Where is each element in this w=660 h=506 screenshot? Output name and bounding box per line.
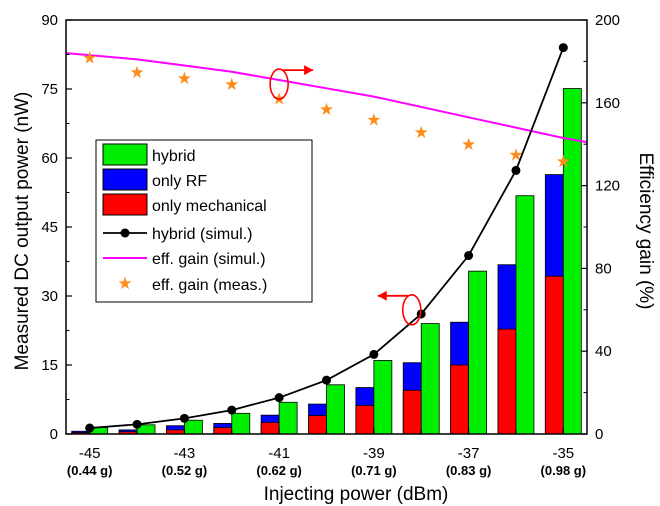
annotation-arrow-head: [377, 290, 387, 301]
point-hybrid-simul: [322, 375, 331, 385]
x-sub-label: (0.52 g): [162, 463, 208, 478]
legend-label-eff-meas: eff. gain (meas.): [152, 277, 267, 294]
point-hybrid-simul: [179, 413, 189, 423]
axis-ticks: 0 15 30 45 60 75 90 0 40 80 120 160 200 -45(0.44 g) -4…: [41, 12, 620, 478]
line-eff-gain-simul: [65, 52, 588, 144]
x-axis-title: Injecting power (dBm): [264, 484, 449, 505]
point-eff-gain-meas: ★: [129, 63, 144, 82]
bar-hybrid: [515, 195, 535, 435]
legend-swatch-only-rf: [102, 168, 148, 191]
bar-hybrid: [184, 419, 203, 435]
bar-only-mechanical: [402, 389, 422, 435]
bar-hybrid: [326, 384, 345, 435]
point-hybrid-simul: [511, 165, 521, 175]
bar-hybrid: [420, 323, 440, 435]
x-tick-label: -37: [458, 445, 480, 462]
y-tick-label: 60: [41, 150, 58, 167]
legend-marker-hybrid-simul: [120, 228, 130, 238]
bar-only-mechanical: [544, 275, 564, 435]
legend: hybrid only RF only mechanical hybrid (s…: [95, 139, 313, 303]
x-sub-label: (0.62 g): [256, 463, 302, 478]
bar-only-mechanical: [450, 364, 469, 435]
point-eff-gain-meas: ★: [82, 48, 97, 67]
bar-only-mechanical: [355, 405, 375, 435]
legend-label-hybrid: hybrid: [152, 148, 196, 165]
point-eff-gain-meas: ★: [224, 75, 239, 94]
y-tick-label: 0: [50, 426, 58, 443]
x-tick-label: -39: [363, 445, 385, 462]
point-eff-gain-meas: ★: [319, 100, 334, 119]
x-sub-label: (0.71 g): [351, 463, 397, 478]
point-eff-gain-meas: ★: [177, 69, 192, 88]
bar-hybrid: [231, 412, 251, 435]
x-sub-label: (0.83 g): [446, 463, 492, 478]
annotation-ellipse: [401, 293, 422, 326]
point-eff-gain-meas: ★: [414, 123, 429, 142]
y-tick-label: 90: [41, 12, 58, 29]
legend-label-only-mechanical: only mechanical: [152, 198, 267, 215]
y-tick-label: 15: [41, 357, 58, 374]
point-eff-gain-meas: ★: [461, 135, 476, 154]
bar-hybrid: [373, 359, 393, 435]
bar-only-mechanical: [260, 422, 280, 435]
y2-tick-label: 160: [595, 95, 620, 112]
point-eff-gain-meas: ★: [556, 152, 571, 171]
x-sub-label: (0.98 g): [541, 463, 587, 478]
y2-tick-label: 0: [595, 426, 603, 443]
y-axis-title: Measured DC output power (nW): [12, 92, 33, 371]
bar-only-mechanical: [497, 328, 517, 435]
annotation-ellipse: [269, 68, 289, 100]
x-tick-label: -35: [552, 445, 574, 462]
bar-layer: [71, 88, 582, 435]
y-tick-label: 75: [41, 81, 58, 98]
legend-label-hybrid-simul: hybrid (simul.): [152, 226, 252, 243]
bar-hybrid: [278, 401, 298, 435]
point-eff-gain-meas: ★: [366, 110, 381, 129]
legend-label-only-rf: only RF: [152, 173, 207, 190]
legend-box: [95, 139, 313, 303]
y2-tick-label: 120: [595, 178, 620, 195]
point-hybrid-simul: [132, 419, 142, 429]
bar-only-mechanical: [308, 415, 327, 435]
legend-marker-eff-meas: ★: [117, 274, 132, 293]
point-hybrid-simul: [227, 405, 237, 415]
annotation-arrow-head: [304, 65, 314, 76]
point-hybrid-simul: [558, 43, 568, 53]
x-tick-label: -45: [79, 445, 101, 462]
legend-swatch-hybrid: [102, 143, 148, 166]
x-tick-label: -43: [174, 445, 196, 462]
bar-hybrid: [468, 270, 487, 435]
point-hybrid-simul: [464, 251, 474, 261]
legend-label-eff-simul: eff. gain (simul.): [152, 251, 266, 268]
bar-only-mechanical: [213, 427, 233, 435]
y2-tick-label: 200: [595, 12, 620, 29]
annotations: [269, 65, 422, 326]
legend-swatch-only-mechanical: [102, 193, 148, 216]
y2-tick-label: 80: [595, 260, 612, 277]
point-hybrid-simul: [274, 393, 284, 403]
y2-tick-label: 40: [595, 343, 612, 360]
y-tick-label: 45: [41, 219, 58, 236]
line-layer: ★★ ★ ★★★★★★★ ★: [65, 43, 588, 433]
point-hybrid-simul: [369, 349, 379, 359]
x-tick-label: -41: [268, 445, 290, 462]
x-sub-label: (0.44 g): [67, 463, 113, 478]
y2-axis-title: Efficiency gain (%): [635, 153, 656, 310]
y-tick-label: 30: [41, 288, 58, 305]
